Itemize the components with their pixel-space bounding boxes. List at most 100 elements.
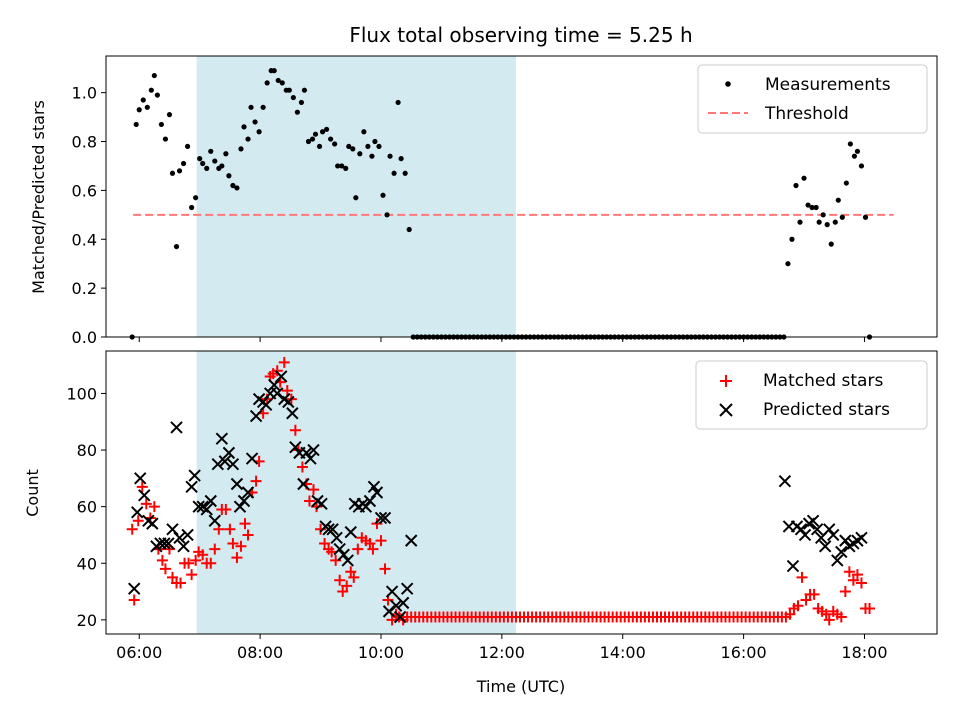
predicted-star-point — [330, 531, 343, 544]
x-tick-label: 06:00 — [116, 643, 162, 662]
measurement-point — [357, 151, 363, 157]
matched-star-point — [348, 571, 360, 583]
measurement-point — [839, 214, 845, 220]
matched-star-point — [128, 594, 140, 606]
predicted-star-point — [810, 523, 824, 536]
measurement-point — [260, 104, 266, 110]
measurement-point — [148, 87, 154, 93]
measurement-point — [238, 146, 244, 152]
measurement-point — [843, 180, 849, 186]
predicted-star-point — [374, 511, 388, 525]
measurement-point — [275, 77, 281, 84]
measurement-point — [391, 170, 397, 176]
measurement-point — [309, 136, 316, 142]
matched-star-point — [136, 481, 148, 493]
matched-star-point — [864, 603, 876, 615]
matched-star-point — [205, 557, 217, 569]
matched-star-point — [808, 588, 820, 600]
measurement-point — [395, 99, 401, 106]
predicted-star-point — [326, 523, 339, 536]
predicted-star-point — [786, 559, 800, 573]
y-tick-label: 0.8 — [72, 133, 97, 152]
measurement-point — [805, 202, 811, 208]
measurement-point — [158, 121, 164, 128]
predicted-star-point — [304, 452, 317, 465]
top-y-axis: 0.0 0.2 0.4 0.6 0.8 1.0 — [72, 84, 106, 347]
top-x-axis — [138, 337, 865, 342]
predicted-star-point — [385, 585, 399, 598]
bottom-y-axis: 20 40 60 80 100 — [66, 384, 106, 630]
predicted-star-point — [393, 610, 407, 624]
matched-star-point — [847, 574, 859, 586]
matched-star-point — [307, 484, 319, 496]
measurement-point — [793, 182, 799, 189]
measurement-point — [294, 109, 300, 115]
predicted-star-point — [131, 506, 144, 519]
predicted-star-point — [268, 378, 281, 392]
matched-star-point — [319, 537, 331, 549]
predicted-star-point — [359, 500, 373, 513]
measurement-point — [140, 97, 146, 103]
ratio-panel: 0.0 0.2 0.4 0.6 0.8 1.0 Flux total observing … — [29, 23, 938, 347]
predicted-star-point — [300, 446, 313, 460]
measurement-point — [305, 138, 312, 145]
matched-star-point — [227, 537, 239, 549]
matched-star-point — [159, 563, 171, 575]
measurement-point — [204, 165, 210, 171]
measurement-point — [372, 138, 378, 145]
measurement-point — [380, 192, 386, 198]
bottom-plot-frame — [105, 350, 938, 635]
y-tick-label: 1.0 — [72, 84, 97, 103]
measurement-point — [343, 165, 349, 171]
measurement-point — [312, 131, 319, 137]
measurement-point — [801, 175, 807, 181]
predicted-star-point — [855, 531, 868, 544]
measurement-point — [365, 143, 371, 150]
matched-star-point — [271, 365, 283, 377]
matched-star-point — [209, 543, 221, 555]
measurement-point — [809, 204, 815, 211]
measurement-point — [858, 163, 865, 169]
predicted-star-point — [208, 514, 221, 528]
matched-star-point — [326, 546, 338, 558]
predicted-star-point — [282, 395, 295, 409]
measurement-point — [851, 153, 858, 159]
matched-star-point — [224, 523, 236, 535]
predicted-star-point — [230, 477, 244, 491]
matched-star-point — [183, 557, 195, 569]
predicted-star-point — [127, 582, 141, 595]
predicted-star-point — [259, 398, 273, 411]
observing-window-shade-bottom — [196, 351, 516, 634]
x-tick-label: 08:00 — [237, 643, 283, 662]
matched-star-point — [386, 614, 398, 626]
matched-star-point — [851, 569, 863, 581]
predicted-star-point — [249, 409, 263, 423]
legend-matched-label: Matched stars — [763, 371, 883, 391]
matched-star-point — [345, 566, 357, 578]
measurement-point — [286, 87, 292, 93]
matched-star-point — [289, 424, 301, 436]
predicted-star-point — [215, 432, 229, 445]
matched-star-point — [242, 529, 254, 541]
legend-measurements-label: Measurements — [765, 75, 891, 95]
matched-star-point — [156, 554, 168, 566]
predicted-star-point — [289, 441, 302, 454]
measurement-point — [319, 129, 326, 135]
predicted-star-point — [389, 599, 403, 612]
top-plot-frame — [105, 55, 938, 338]
y-tick-label: 80 — [77, 441, 97, 460]
matched-star-point — [140, 498, 152, 510]
predicted-star-point — [400, 582, 414, 595]
predicted-star-point — [211, 457, 225, 471]
measurement-point — [245, 136, 251, 142]
predicted-star-point — [204, 494, 217, 508]
predicted-star-point — [363, 494, 377, 508]
measurement-point — [797, 219, 803, 225]
matched-star-point — [796, 571, 808, 583]
matched-star-point — [843, 566, 855, 578]
matched-star-point — [148, 501, 160, 513]
measurement-point — [252, 119, 258, 125]
measurement-point — [346, 143, 352, 150]
matched-star-point — [186, 569, 198, 581]
measurement-point — [154, 92, 160, 98]
